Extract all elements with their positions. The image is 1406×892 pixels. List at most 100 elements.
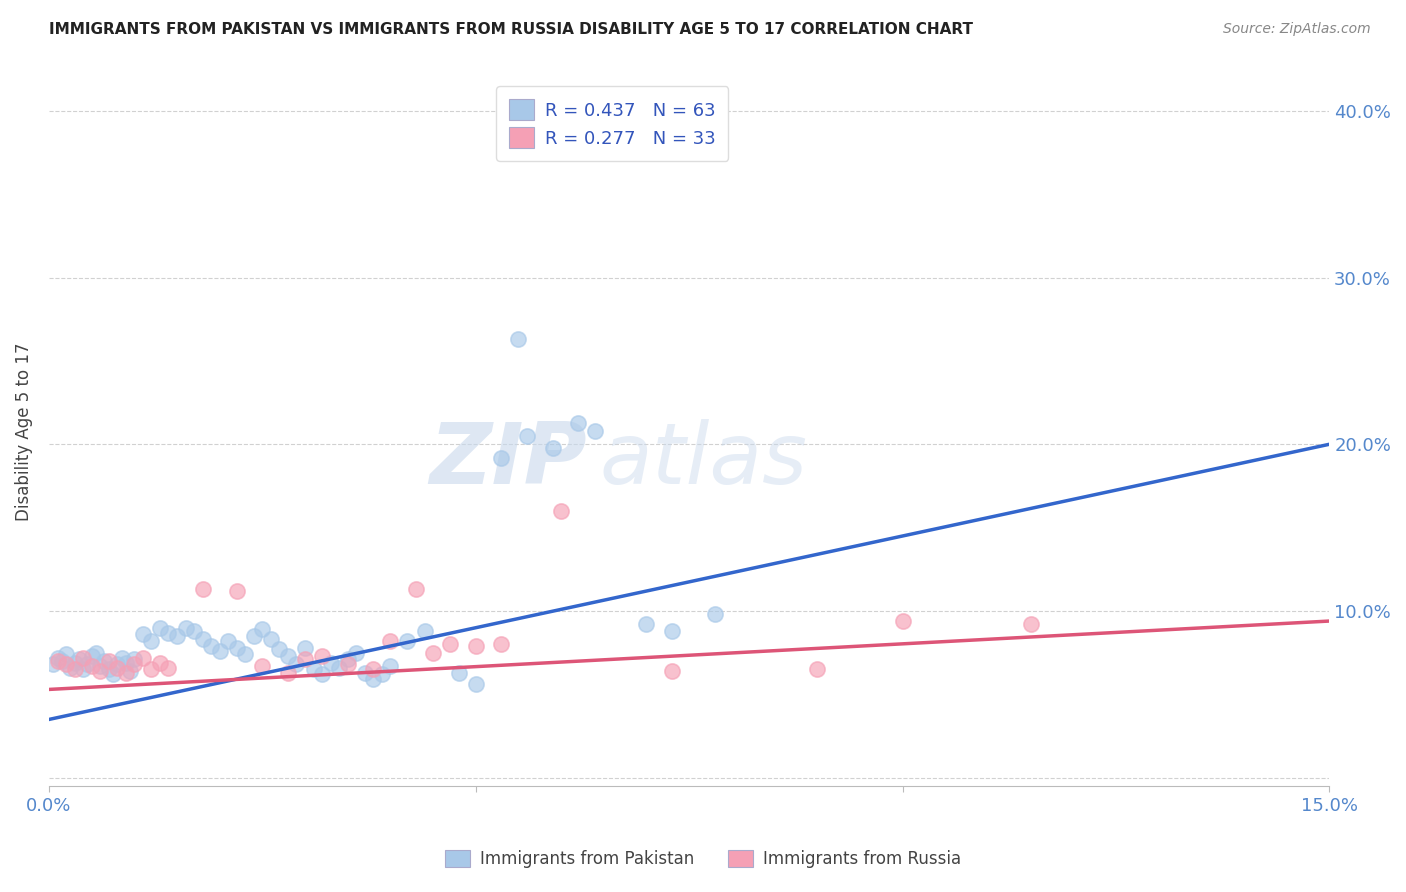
Point bbox=[328, 661, 350, 675]
Point bbox=[353, 665, 375, 680]
Point bbox=[183, 624, 205, 638]
Point bbox=[311, 649, 333, 664]
Point bbox=[157, 661, 180, 675]
Point bbox=[105, 661, 128, 675]
Point bbox=[89, 664, 111, 678]
Point bbox=[84, 646, 107, 660]
Point bbox=[93, 654, 115, 668]
Point bbox=[541, 441, 564, 455]
Point bbox=[371, 667, 394, 681]
Point bbox=[491, 637, 513, 651]
Point bbox=[110, 650, 132, 665]
Point bbox=[97, 654, 120, 668]
Point bbox=[269, 642, 291, 657]
Point bbox=[491, 450, 513, 465]
Point bbox=[63, 662, 86, 676]
Point bbox=[51, 654, 73, 668]
Point bbox=[67, 652, 90, 666]
Point bbox=[319, 656, 342, 670]
Point bbox=[166, 629, 188, 643]
Point bbox=[80, 649, 103, 664]
Point bbox=[294, 652, 316, 666]
Point bbox=[567, 416, 589, 430]
Point bbox=[661, 664, 683, 678]
Point bbox=[703, 607, 725, 622]
Point bbox=[132, 650, 155, 665]
Point bbox=[191, 582, 214, 597]
Point bbox=[46, 650, 69, 665]
Text: atlas: atlas bbox=[599, 418, 807, 501]
Point bbox=[141, 634, 163, 648]
Point bbox=[336, 657, 359, 672]
Point bbox=[243, 629, 266, 643]
Point bbox=[294, 640, 316, 655]
Point bbox=[63, 656, 86, 670]
Point bbox=[208, 644, 231, 658]
Point bbox=[114, 656, 136, 670]
Point bbox=[516, 429, 538, 443]
Point bbox=[636, 617, 658, 632]
Point bbox=[132, 627, 155, 641]
Point bbox=[439, 637, 461, 651]
Point bbox=[55, 657, 77, 672]
Point bbox=[405, 582, 427, 597]
Point bbox=[806, 662, 828, 676]
Text: Source: ZipAtlas.com: Source: ZipAtlas.com bbox=[1223, 22, 1371, 37]
Point bbox=[46, 654, 69, 668]
Point bbox=[252, 623, 274, 637]
Point bbox=[550, 504, 572, 518]
Point bbox=[149, 656, 172, 670]
Point bbox=[76, 657, 98, 672]
Point bbox=[583, 424, 606, 438]
Text: ZIP: ZIP bbox=[429, 418, 586, 501]
Point bbox=[105, 657, 128, 672]
Point bbox=[200, 639, 222, 653]
Point bbox=[55, 648, 77, 662]
Point bbox=[120, 664, 142, 678]
Point bbox=[285, 657, 308, 672]
Y-axis label: Disability Age 5 to 17: Disability Age 5 to 17 bbox=[15, 343, 32, 521]
Point bbox=[661, 624, 683, 638]
Point bbox=[422, 646, 444, 660]
Point bbox=[149, 621, 172, 635]
Point bbox=[1019, 617, 1042, 632]
Point bbox=[101, 667, 124, 681]
Point bbox=[72, 650, 94, 665]
Point bbox=[302, 662, 325, 676]
Point bbox=[380, 634, 402, 648]
Point bbox=[225, 640, 247, 655]
Point bbox=[396, 634, 419, 648]
Point bbox=[59, 661, 82, 675]
Point bbox=[191, 632, 214, 647]
Point bbox=[447, 665, 470, 680]
Point bbox=[217, 634, 239, 648]
Point bbox=[233, 648, 256, 662]
Point bbox=[80, 659, 103, 673]
Point bbox=[124, 657, 146, 672]
Point bbox=[141, 662, 163, 676]
Point bbox=[344, 646, 367, 660]
Point bbox=[42, 657, 65, 672]
Point bbox=[891, 614, 914, 628]
Point bbox=[157, 625, 180, 640]
Point bbox=[89, 659, 111, 673]
Point bbox=[277, 649, 299, 664]
Point bbox=[464, 639, 486, 653]
Point bbox=[260, 632, 283, 647]
Legend: R = 0.437   N = 63, R = 0.277   N = 33: R = 0.437 N = 63, R = 0.277 N = 33 bbox=[496, 87, 728, 161]
Point bbox=[363, 673, 385, 687]
Point bbox=[97, 662, 120, 676]
Point bbox=[380, 659, 402, 673]
Point bbox=[311, 667, 333, 681]
Point bbox=[413, 624, 436, 638]
Point bbox=[464, 677, 486, 691]
Point bbox=[336, 652, 359, 666]
Point bbox=[363, 662, 385, 676]
Legend: Immigrants from Pakistan, Immigrants from Russia: Immigrants from Pakistan, Immigrants fro… bbox=[439, 843, 967, 875]
Point bbox=[277, 665, 299, 680]
Point bbox=[72, 662, 94, 676]
Point bbox=[114, 665, 136, 680]
Text: IMMIGRANTS FROM PAKISTAN VS IMMIGRANTS FROM RUSSIA DISABILITY AGE 5 TO 17 CORREL: IMMIGRANTS FROM PAKISTAN VS IMMIGRANTS F… bbox=[49, 22, 973, 37]
Point bbox=[225, 584, 247, 599]
Point bbox=[508, 332, 530, 346]
